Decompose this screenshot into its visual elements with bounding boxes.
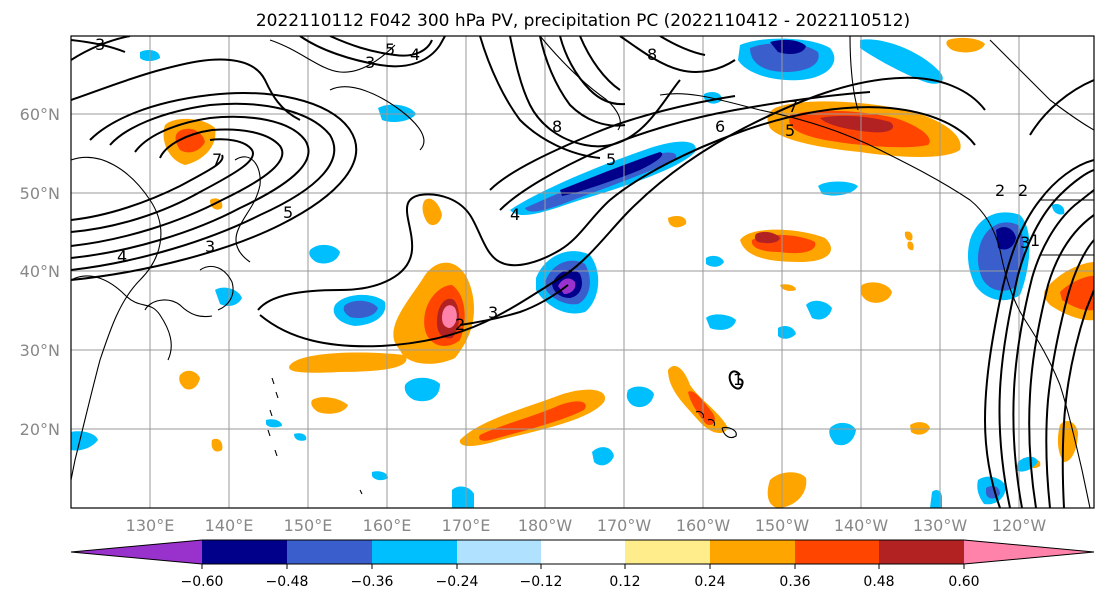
contour-label: 3 <box>488 303 498 322</box>
colorbar-tick-label: 0.24 <box>694 574 725 590</box>
colorbar-tick-label: 0.60 <box>948 574 979 590</box>
colorbar-extend-low <box>71 540 202 564</box>
lon-label: 170°E <box>442 516 491 535</box>
lat-label: 40°N <box>20 262 60 281</box>
map-panel: 3 2 5 4 3 8 6 5 4 7 1 2 3 4 5 7 3 2 3 1 <box>70 35 1095 509</box>
lon-label: 170°W <box>597 516 652 535</box>
colorbar-segment <box>287 540 372 564</box>
contour-label: 3 <box>95 35 105 54</box>
contour-label: 3 <box>205 237 215 256</box>
contour-label: 5 <box>785 121 795 140</box>
lon-label: 130°E <box>126 516 175 535</box>
contour-label: 2 <box>455 315 465 334</box>
colorbar-tick-label: 0.36 <box>779 574 810 590</box>
contour-label: 4 <box>510 205 520 224</box>
map-title: 2022110112 F042 300 hPa PV, precipitatio… <box>256 11 910 31</box>
contour-label: 7 <box>212 150 222 169</box>
contour-labels: 3 2 5 4 3 8 6 5 4 7 1 2 3 4 5 7 3 2 3 1 <box>95 35 1040 389</box>
longitude-labels: 130°E 140°E 150°E 160°E 170°E 180°W 170°… <box>126 516 1047 535</box>
colorbar-segment <box>710 540 795 564</box>
lon-label: 140°E <box>205 516 254 535</box>
colorbar-segment <box>625 540 710 564</box>
contour-label: 5 <box>606 150 616 169</box>
colorbar-tick-label: −0.36 <box>351 574 394 590</box>
lat-label: 20°N <box>20 420 60 439</box>
lat-label: 60°N <box>20 105 60 124</box>
colorbar-segment <box>879 540 964 564</box>
contour-label: 2 <box>995 181 1005 200</box>
lat-label: 50°N <box>20 184 60 203</box>
contour-label: 3 <box>1020 233 1030 252</box>
contour-label: 2 <box>1018 181 1028 200</box>
contour-label: 4 <box>410 45 420 64</box>
map-frame <box>70 35 1095 509</box>
pv-contours <box>71 36 1094 508</box>
contour-label: 1 <box>1030 231 1040 250</box>
colorbar-tick-label: −0.12 <box>520 574 563 590</box>
contour-label: 5 <box>385 40 395 59</box>
lon-label: 180°W <box>518 516 573 535</box>
contour-label: 4 <box>117 247 127 266</box>
positive-anomaly-areas <box>163 37 1094 508</box>
colorbar-segment <box>372 540 457 564</box>
lon-label: 140°W <box>834 516 889 535</box>
lon-label: 150°W <box>755 516 810 535</box>
lon-label: 120°W <box>992 516 1047 535</box>
colorbar-segment <box>541 540 625 564</box>
colorbar-tick-label: 0.48 <box>863 574 894 590</box>
colorbar: −0.60 −0.48 −0.36 −0.24 −0.12 0.12 0.24 … <box>70 539 1095 590</box>
lon-label: 130°W <box>913 516 968 535</box>
precipitation-shading <box>71 37 1094 508</box>
colorbar-extend-high <box>964 540 1094 564</box>
colorbar-segment <box>202 540 287 564</box>
lon-label: 160°W <box>676 516 731 535</box>
colorbar-segment <box>457 540 541 564</box>
colorbar-tick-label: −0.48 <box>266 574 309 590</box>
contour-label: 8 <box>647 45 657 64</box>
lat-label: 30°N <box>20 341 60 360</box>
latitude-labels: 60°N 50°N 40°N 30°N 20°N <box>20 105 60 439</box>
coastlines <box>71 36 1094 508</box>
contour-label: 3 <box>365 53 375 72</box>
contour-label: 7 <box>788 97 798 116</box>
contour-label: 5 <box>283 203 293 222</box>
contour-label: 1 <box>733 370 743 389</box>
lon-label: 150°E <box>284 516 333 535</box>
contour-label: 8 <box>552 117 562 136</box>
colorbar-ticks <box>201 564 965 569</box>
colorbar-tick-label: −0.60 <box>181 574 224 590</box>
colorbar-tick-label: −0.24 <box>436 574 479 590</box>
colorbar-tick-label: 0.12 <box>609 574 640 590</box>
contour-label: 6 <box>715 117 725 136</box>
colorbar-segments <box>71 540 1094 564</box>
colorbar-segment <box>795 540 879 564</box>
lon-label: 160°E <box>363 516 412 535</box>
